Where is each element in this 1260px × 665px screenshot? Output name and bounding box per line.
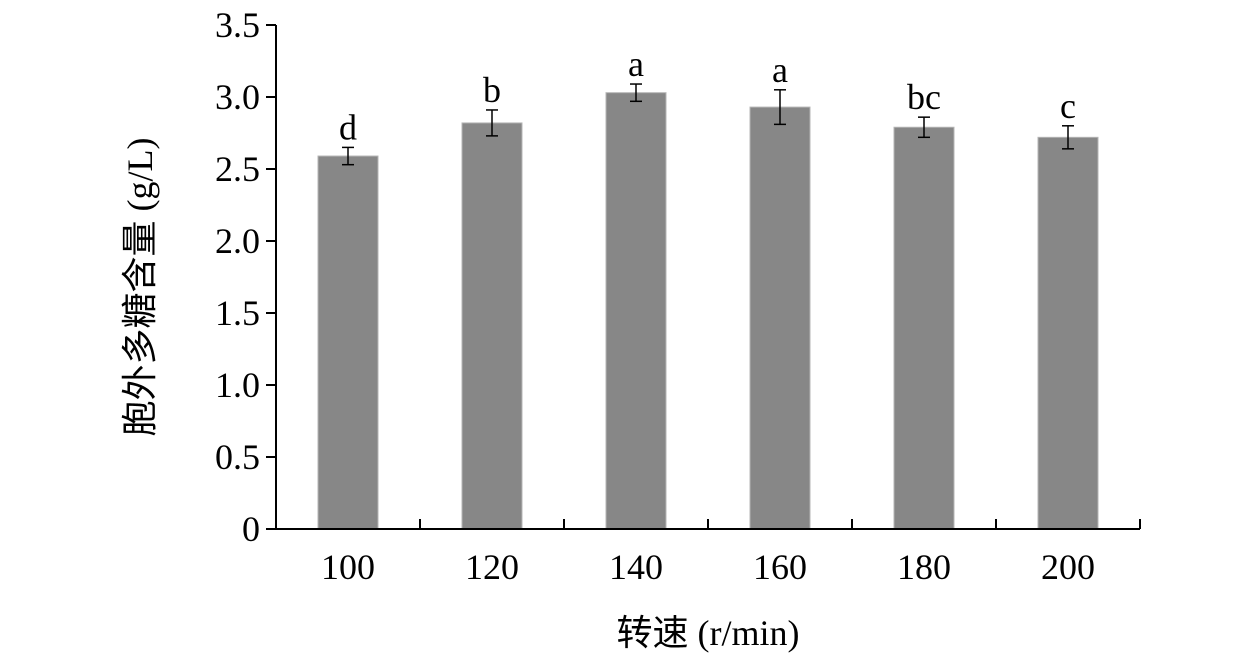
y-tick-label: 3.0	[215, 77, 260, 117]
x-tick-label: 200	[1041, 547, 1095, 587]
significance-label: d	[339, 107, 357, 147]
x-axis-title: 转速 (r/min)	[617, 613, 800, 653]
significance-label: bc	[907, 77, 941, 117]
x-tick-label: 180	[897, 547, 951, 587]
y-tick-label: 1.0	[215, 365, 260, 405]
x-tick-label: 100	[321, 547, 375, 587]
bar	[605, 92, 667, 530]
x-ticks-group: 100 120 140 160 180 200	[321, 519, 1141, 587]
bars-group	[317, 92, 1099, 530]
significance-label: b	[483, 70, 501, 110]
bar	[461, 122, 523, 530]
significance-label: a	[772, 50, 788, 90]
bar	[317, 155, 379, 530]
y-tick-label: 0	[242, 509, 260, 549]
y-tick-label: 0.5	[215, 437, 260, 477]
bar	[893, 126, 955, 530]
axes-group	[275, 25, 1140, 530]
x-tick-label: 160	[753, 547, 807, 587]
error-bars-group	[342, 83, 1074, 166]
y-tick-label: 2.5	[215, 149, 260, 189]
y-axis-title: 胞外多糖含量 (g/L)	[120, 138, 160, 437]
y-ticks-group: 0 0.5 1.0 1.5 2.0 2.5 3.0 3.5	[215, 5, 276, 549]
bar	[1037, 136, 1099, 530]
y-tick-label: 1.5	[215, 293, 260, 333]
y-tick-label: 3.5	[215, 5, 260, 45]
y-tick-label: 2.0	[215, 221, 260, 261]
significance-labels-group: d b a a bc c	[339, 44, 1076, 147]
significance-label: a	[628, 44, 644, 84]
bar	[749, 106, 811, 530]
x-tick-label: 140	[609, 547, 663, 587]
x-tick-label: 120	[465, 547, 519, 587]
significance-label: c	[1060, 86, 1076, 126]
